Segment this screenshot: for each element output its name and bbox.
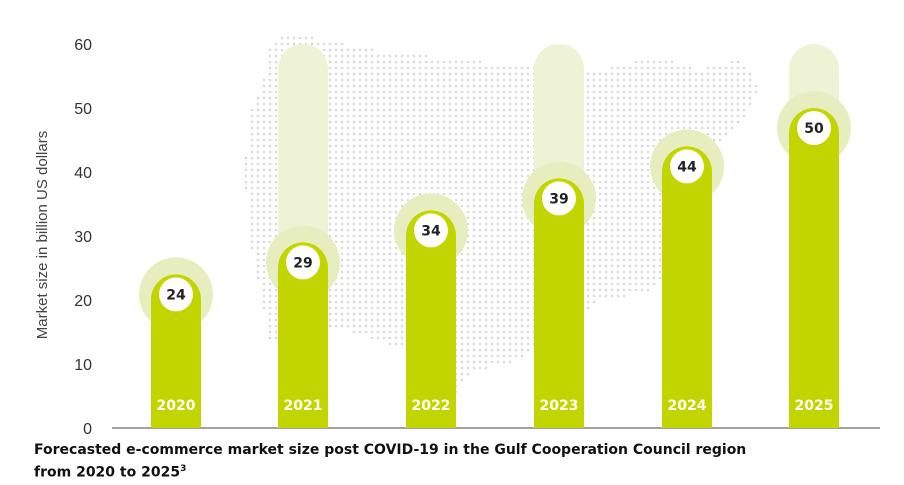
data-label-2023: 39: [549, 191, 568, 207]
bar-2024: [662, 146, 712, 428]
caption-line-1: Forecasted e-commerce market size post C…: [34, 442, 747, 458]
value-bubble: [670, 149, 704, 184]
bar-2020: [151, 274, 201, 428]
bar-group-2022: 34 2022: [394, 193, 468, 428]
data-label-2020: 24: [166, 287, 186, 303]
x-tick-label-2021: 2021: [284, 398, 323, 414]
y-tick-label: 60: [74, 37, 92, 54]
value-bubble: [797, 111, 831, 145]
bar-group-2021: 29 2021: [266, 225, 340, 428]
y-tick-label: 10: [74, 357, 92, 374]
caption-line-2: from 2020 to 2025: [34, 464, 181, 481]
y-tick-label: 20: [74, 293, 92, 310]
y-axis-title: Market size in billion US dollars: [34, 131, 51, 339]
x-tick-label-2023: 2023: [540, 398, 579, 414]
y-tick-label: 0: [83, 421, 92, 438]
bar-group-2025: 50 2025: [777, 91, 851, 428]
y-tick-label: 50: [74, 101, 92, 118]
data-label-2025: 50: [804, 121, 824, 137]
data-label-2022: 34: [421, 223, 441, 239]
bar-2025: [789, 108, 839, 428]
value-bubble: [542, 181, 576, 216]
bar-2022: [406, 210, 456, 428]
bar-group-2020: 24 2020: [139, 257, 213, 428]
bar-2021: [278, 242, 328, 428]
bar-chart: 0 10 20 30 40 50 60 24 2020 29 2021 34 2022 39 2023 44…: [34, 36, 880, 438]
caption-footnote: 3: [180, 464, 187, 474]
bar-group-2023: 39 2023: [522, 161, 596, 428]
data-label-2024: 44: [677, 159, 697, 175]
bar-group-2024: 44 2024: [650, 129, 724, 428]
x-tick-label-2025: 2025: [795, 398, 834, 414]
bars: 24 2020 29 2021 34 2022 39 2023 44 2024 50 2025: [139, 91, 851, 428]
x-tick-label-2020: 2020: [157, 398, 196, 414]
data-label-2021: 29: [293, 255, 312, 271]
value-bubble: [286, 245, 320, 280]
bar-2023: [534, 178, 584, 428]
x-tick-label-2022: 2022: [412, 398, 451, 414]
y-tick-label: 30: [74, 229, 92, 246]
chart-caption: Forecasted e-commerce market size post C…: [34, 441, 894, 483]
value-bubble: [159, 277, 193, 312]
x-tick-label-2024: 2024: [668, 398, 707, 414]
y-axis: 0 10 20 30 40 50 60: [74, 37, 880, 438]
value-bubble: [414, 213, 448, 248]
y-tick-label: 40: [74, 165, 92, 182]
